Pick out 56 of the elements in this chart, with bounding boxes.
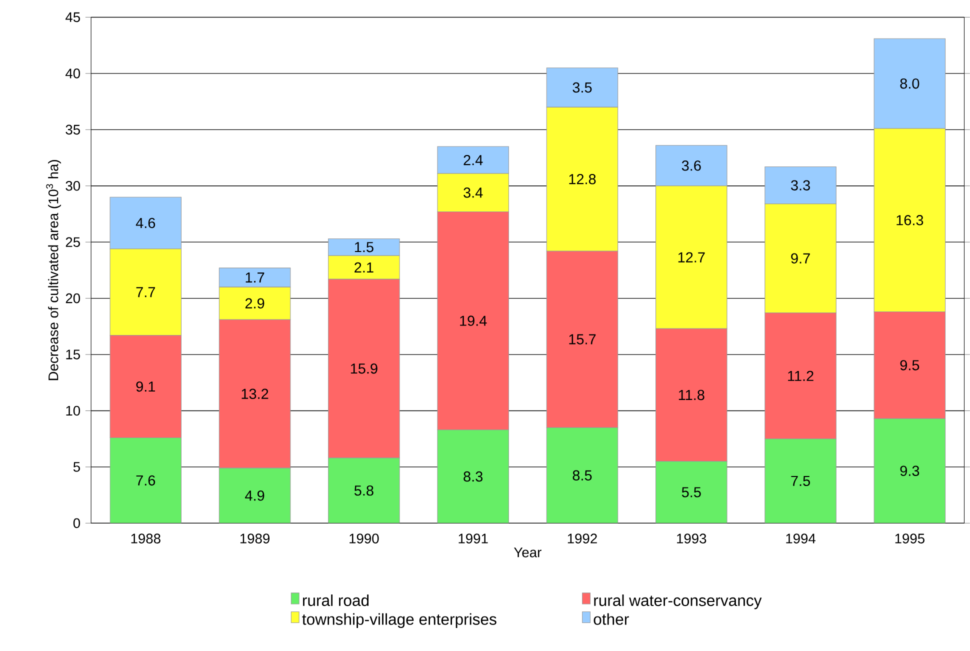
y-axis-title: Decrease of cultivated area (10$^{3}$ ha) [46, 160, 61, 380]
x-tick-label: 1995 [895, 534, 924, 544]
y-tick-label: 20 [66, 293, 80, 304]
data-label: 9.5 [900, 360, 920, 370]
x-tick-label: 1991 [458, 534, 488, 544]
legend-label: township-village enterprises [302, 613, 496, 628]
x-tick-label: 1993 [677, 534, 706, 544]
x-tick-label: 1989 [240, 534, 270, 544]
data-label: 15.9 [350, 363, 378, 374]
y-tick-label: 45 [66, 12, 80, 22]
data-label: 12.8 [569, 174, 596, 184]
data-label: 7.5 [791, 476, 810, 486]
data-label: 12.7 [678, 252, 705, 262]
y-tick-label: 35 [66, 124, 80, 134]
data-label: 15.7 [569, 334, 596, 344]
y-tick-label: 0 [73, 518, 80, 528]
x-tick-label: 1988 [131, 534, 160, 544]
data-label: 4.6 [136, 218, 156, 228]
data-label: 3.5 [572, 82, 592, 92]
legend-label: rural water-conservancy [594, 594, 762, 610]
data-label: 7.6 [136, 475, 156, 486]
data-label: 3.6 [682, 160, 701, 171]
y-tick-label: 30 [66, 180, 80, 191]
data-label: 13.2 [242, 388, 268, 399]
data-label: 11.2 [788, 370, 814, 381]
data-label: 8.3 [464, 471, 483, 482]
data-label: 5.8 [354, 485, 374, 496]
data-label: 3.3 [791, 180, 810, 190]
data-label: 2.1 [354, 262, 374, 272]
x-tick-label: 1990 [350, 534, 379, 544]
y-tick-label: 10 [66, 406, 80, 416]
data-label: 7.7 [136, 286, 155, 297]
data-label: 5.5 [682, 487, 701, 498]
legend-label: other [594, 613, 629, 625]
data-label: 1.7 [246, 272, 264, 282]
data-label: 9.1 [136, 381, 156, 392]
x-tick-label: 1992 [568, 534, 597, 544]
data-label: 8.5 [572, 470, 592, 480]
x-axis-title: Year [514, 548, 542, 558]
data-label: 9.3 [900, 466, 920, 476]
y-tick-label: 25 [66, 237, 80, 247]
data-label: 11.8 [678, 390, 704, 400]
data-label: 3.4 [464, 187, 483, 198]
x-tick-label: 1994 [786, 534, 816, 544]
data-label: 4.9 [245, 490, 264, 501]
data-label: 8.0 [900, 78, 920, 89]
data-label: 19.4 [460, 316, 487, 326]
data-label: 16.3 [896, 214, 924, 226]
data-label: 9.7 [791, 253, 810, 264]
data-label: 2.9 [245, 298, 264, 308]
legend-label: rural road [303, 594, 369, 606]
y-tick-label: 15 [66, 350, 80, 360]
y-tick-label: 5 [73, 462, 80, 472]
data-label: 1.5 [354, 242, 374, 252]
data-label: 2.4 [464, 154, 483, 165]
y-tick-label: 40 [66, 68, 80, 78]
